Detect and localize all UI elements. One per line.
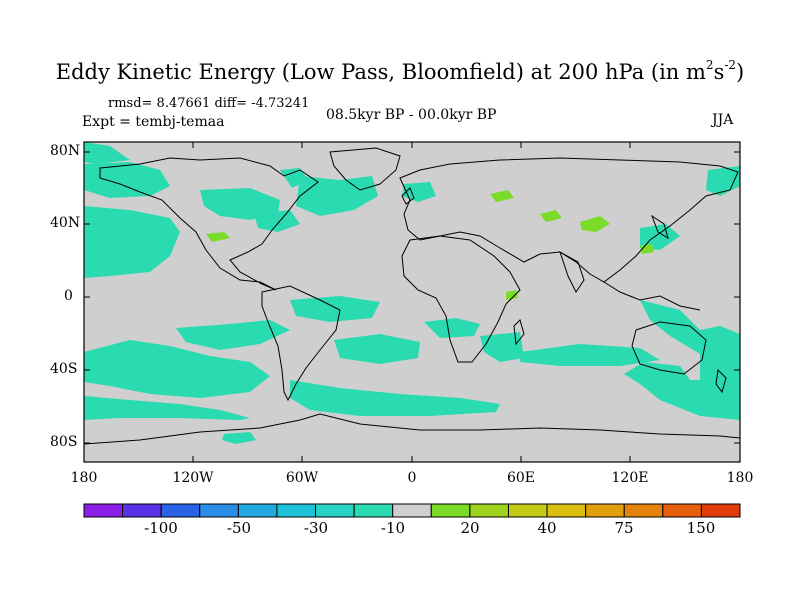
positive-region-6 xyxy=(640,244,654,254)
region-nw-pacific xyxy=(640,224,680,250)
colorbar-swatch xyxy=(700,503,741,518)
colorbar-label-minus100: -100 xyxy=(144,519,178,537)
region-tropical-pacific xyxy=(176,320,290,350)
region-us-east xyxy=(254,210,300,232)
colorbar-swatch xyxy=(469,503,509,518)
colorbar-swatch xyxy=(199,503,239,518)
colorbar-swatch xyxy=(507,503,548,518)
region-south-africa-b xyxy=(480,332,524,362)
colorbar-swatch xyxy=(430,503,471,518)
season-label: JJA xyxy=(712,112,734,128)
region-west-arctic xyxy=(84,142,130,164)
region-antarctic-small xyxy=(222,432,256,444)
region-south-africa-a xyxy=(424,318,480,338)
colorbar-swatch xyxy=(662,503,702,518)
colorbar-swatch xyxy=(237,503,278,518)
colorbar-label-150: 150 xyxy=(686,519,716,537)
region-southern-ocean-west xyxy=(84,396,250,420)
period-label: 08.5kyr BP - 00.0kyr BP xyxy=(326,107,497,123)
region-greenland-south xyxy=(402,182,436,202)
lon-label-180w: 180 xyxy=(70,470,98,486)
colorbar-swatch xyxy=(160,503,201,518)
colorbar-label-minus50: -50 xyxy=(226,519,252,537)
rmsd-diff-stats: rmsd= 8.47661 diff= -4.73241 xyxy=(108,96,310,111)
coast-india xyxy=(559,250,585,293)
region-north-pacific-central xyxy=(84,206,180,278)
region-arctic-canada xyxy=(280,168,308,188)
region-north-pacific-west xyxy=(84,162,170,198)
lat-label-80s: 80S xyxy=(50,434,78,450)
positive-region-2 xyxy=(490,190,514,202)
positive-region-3 xyxy=(540,210,562,222)
colorbar-swatch xyxy=(353,503,394,518)
colorbar-label-minus10: -10 xyxy=(380,519,406,537)
lon-label-120w: 120W xyxy=(172,470,214,486)
coast-south-america xyxy=(261,285,341,402)
colorbar-swatch xyxy=(623,503,664,518)
lat-label-40s: 40S xyxy=(50,361,78,377)
colorbar-swatch xyxy=(546,503,587,518)
positive-region-4 xyxy=(580,216,610,232)
colorbar-swatch xyxy=(122,503,162,518)
colorbar-swatch xyxy=(315,503,355,518)
colorbar-label-20: 20 xyxy=(460,519,480,537)
coast-british-isles xyxy=(401,187,415,205)
region-southern-ocean-atlantic xyxy=(290,380,500,416)
lon-label-120e: 120E xyxy=(611,470,649,486)
coast-australia xyxy=(631,321,707,375)
region-north-america xyxy=(200,188,280,220)
colorbar xyxy=(83,503,741,518)
colorbar-label-40: 40 xyxy=(537,519,557,537)
coast-greenland xyxy=(329,147,401,191)
region-north-atlantic xyxy=(296,176,378,216)
chart-title: Eddy Kinetic Energy (Low Pass, Bloomfiel… xyxy=(55,58,745,84)
region-south-atlantic xyxy=(334,334,420,364)
coast-africa xyxy=(401,235,521,363)
lon-label-180e: 180 xyxy=(726,470,754,486)
lat-label-80n: 80N xyxy=(50,143,81,159)
coast-madagascar xyxy=(513,319,525,346)
colorbar-label-minus30: -30 xyxy=(303,519,329,537)
coast-north-america xyxy=(99,157,319,291)
colorbar-swatch xyxy=(83,503,124,518)
region-indian-ocean xyxy=(520,344,660,366)
experiment-label: Expt = tembj-temaa xyxy=(82,114,225,130)
region-south-pacific xyxy=(84,340,270,398)
lon-label-60w: 60W xyxy=(285,470,319,486)
coast-antarctica xyxy=(83,413,741,445)
lon-label-0: 0 xyxy=(407,470,417,486)
coast-new-zealand xyxy=(715,368,727,394)
region-west-pacific xyxy=(706,166,740,196)
lat-label-0: 0 xyxy=(64,288,73,304)
colorbar-swatch xyxy=(392,503,432,518)
colorbar-swatch xyxy=(585,503,625,518)
lat-ticks xyxy=(84,151,740,444)
coast-southeast-asia xyxy=(603,281,701,311)
positive-region-1 xyxy=(206,232,230,242)
negative-anomaly-regions xyxy=(84,142,740,444)
coastlines xyxy=(83,147,741,445)
region-tropical-atlantic xyxy=(290,296,380,322)
lon-ticks xyxy=(83,142,741,462)
lat-label-40n: 40N xyxy=(50,215,81,231)
coast-japan xyxy=(650,214,669,240)
region-australia-ocean xyxy=(624,300,740,420)
colorbar-swatch xyxy=(276,503,317,518)
positive-anomaly-regions xyxy=(206,190,654,300)
lon-label-60e: 60E xyxy=(506,470,536,486)
positive-region-5 xyxy=(506,290,518,300)
colorbar-label-75: 75 xyxy=(614,519,634,537)
